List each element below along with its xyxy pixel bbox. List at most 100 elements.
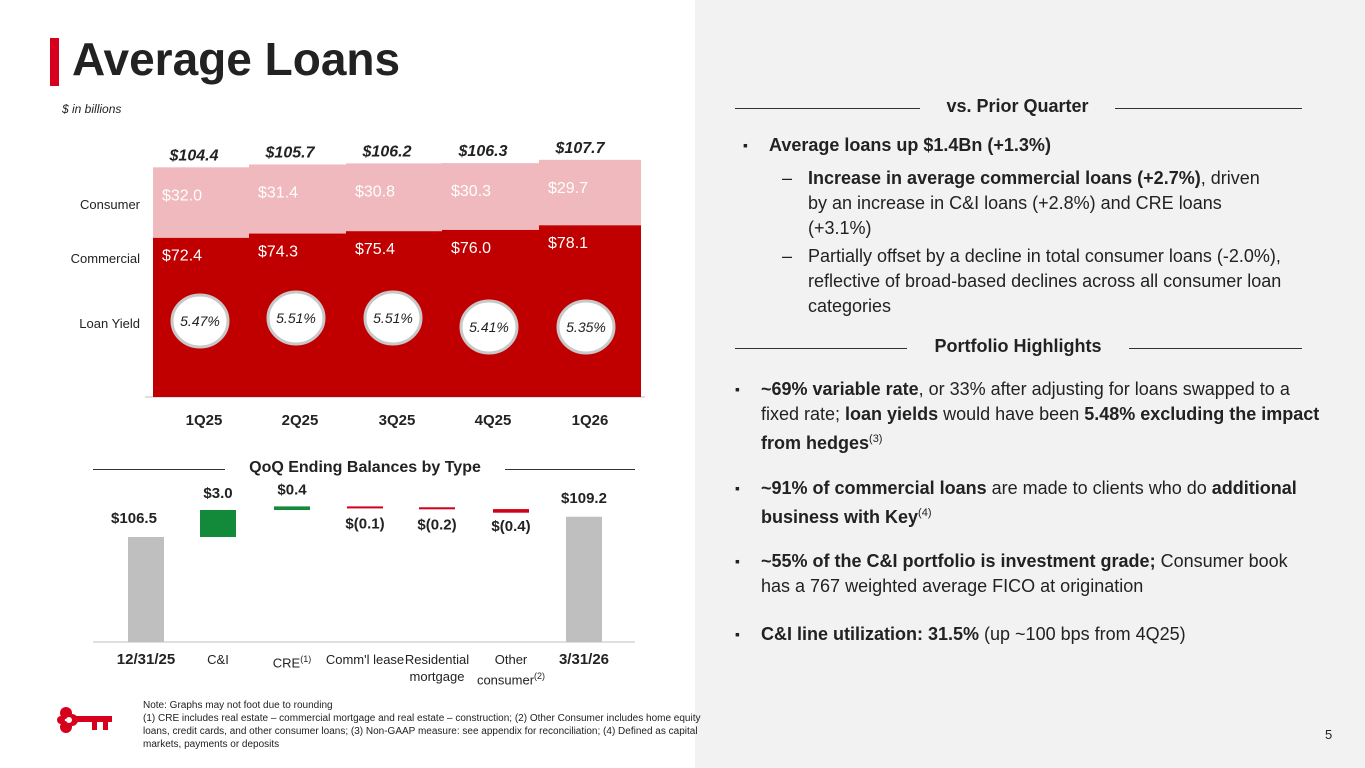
yield-marker-3Q25 xyxy=(363,290,423,346)
wf-bar-3 xyxy=(347,506,383,509)
key-logo-icon xyxy=(57,705,114,740)
label-consumer-4Q25: $30.3 xyxy=(451,183,491,200)
wf-bar-6 xyxy=(566,516,602,642)
ph-line-right xyxy=(1129,348,1302,349)
ph-bullet-2: ▪ ~91% of commercial loans are made to c… xyxy=(735,476,1301,530)
bar-consumer-2Q25 xyxy=(249,164,351,234)
label-commercial-1Q25: $72.4 xyxy=(162,248,202,265)
label-total-2Q25: $105.7 xyxy=(265,144,316,161)
ph4-a: C&I line utilization: 31.5% xyxy=(761,624,980,644)
ph1-f: (3) xyxy=(869,433,883,445)
wf-value-5: $(0.4) xyxy=(491,518,530,535)
pq-bullet-3-text: Partially offset by a decline in total c… xyxy=(808,246,1282,316)
bullet-square-icon: ▪ xyxy=(735,553,740,569)
x-tick-1Q25: 1Q25 xyxy=(186,412,223,429)
label-consumer-1Q25: $32.0 xyxy=(162,187,202,204)
ph2-b: are made to clients who do xyxy=(986,478,1212,498)
bullet-square-icon: ▪ xyxy=(735,381,740,397)
ph1-d: would have been xyxy=(938,404,1085,424)
pq-line-right xyxy=(1115,108,1302,109)
bar-consumer-4Q25 xyxy=(442,163,544,230)
ph3-a: ~55% of the C&I portfolio is investment … xyxy=(761,551,1156,571)
waterfall-title: QoQ Ending Balances by Type xyxy=(249,459,481,476)
bar-consumer-1Q26 xyxy=(539,159,641,226)
prior-quarter-heading: vs. Prior Quarter xyxy=(946,96,1089,116)
pq-bullet-2: – Increase in average commercial loans (… xyxy=(782,166,1283,241)
wf-value-4: $(0.2) xyxy=(417,516,456,533)
label-total-4Q25: $106.3 xyxy=(458,143,508,160)
label-commercial-4Q25: $76.0 xyxy=(451,240,491,257)
ph1-b: , or 33% after adjusting for loans swapp… xyxy=(761,379,1290,424)
yield-marker-2Q25 xyxy=(266,290,326,346)
label-consumer-2Q25: $31.4 xyxy=(258,184,298,201)
ph4-b: (up ~100 bps from 4Q25) xyxy=(979,624,1186,644)
yield-marker-1Q25 xyxy=(170,293,230,349)
bar-consumer-3Q25 xyxy=(346,163,448,232)
label-total-3Q25: $106.2 xyxy=(362,143,412,160)
bar-consumer-1Q25 xyxy=(153,167,255,238)
label-commercial-2Q25: $74.3 xyxy=(258,244,298,261)
yield-label-3Q25: 5.51% xyxy=(373,310,413,326)
yield-label-4Q25: 5.41% xyxy=(469,319,509,335)
yield-label-1Q25: 5.47% xyxy=(180,313,220,329)
pq-bullet-1: ▪ Average loans up $1.4Bn (+1.3%) xyxy=(743,133,1309,158)
label-consumer-1Q26: $29.7 xyxy=(548,180,588,197)
ph1-e: 5.48% excluding the impact from hedges xyxy=(761,404,1320,453)
page-title: Average Loans xyxy=(72,33,401,85)
highlights-heading: Portfolio Highlights xyxy=(934,336,1102,356)
title-accent-bar xyxy=(50,38,59,86)
wf-value-0: $106.5 xyxy=(111,510,157,527)
row-label-consumer: Consumer xyxy=(80,197,140,212)
pq-bullet-3: – Partially offset by a decline in total… xyxy=(782,244,1298,319)
ph-bullet-1: ▪ ~69% variable rate, or 33% after adjus… xyxy=(735,377,1321,456)
wf-heading-line-left xyxy=(93,469,225,470)
wf-category-0: 12/31/25 xyxy=(116,651,176,668)
wf-bar-1 xyxy=(200,510,236,537)
ph-bullet-3: ▪ ~55% of the C&I portfolio is investmen… xyxy=(735,549,1301,599)
bullet-square-icon: ▪ xyxy=(743,137,748,153)
units-note: $ in billions xyxy=(62,102,122,116)
wf-value-6: $109.2 xyxy=(561,490,607,507)
ph-line-left xyxy=(735,348,907,349)
wf-category-1: C&I xyxy=(207,652,229,667)
wf-value-1: $3.0 xyxy=(203,485,232,502)
bullet-dash-icon: – xyxy=(782,168,793,188)
yield-label-1Q26: 5.35% xyxy=(566,319,606,335)
ph2-d: (4) xyxy=(918,507,932,519)
wf-category-4: Residential mortgage xyxy=(404,652,470,684)
bullet-dash-icon: – xyxy=(782,246,793,266)
ph1-a: ~69% variable rate xyxy=(761,379,919,399)
wf-bar-0 xyxy=(128,537,164,642)
x-tick-1Q26: 1Q26 xyxy=(572,412,609,429)
footnote-definitions: (1) CRE includes real estate – commercia… xyxy=(143,713,701,750)
ph1-c: loan yields xyxy=(845,404,939,424)
label-commercial-1Q26: $78.1 xyxy=(548,235,588,252)
ph3-b: Consumer book has a 767 weighted average… xyxy=(761,551,1288,596)
pq-bullet-2-bold: Increase in average commercial loans (+2… xyxy=(808,168,1201,188)
right-panel xyxy=(695,0,1365,768)
wf-category-5: Other consumer(2) xyxy=(476,652,546,688)
label-total-1Q26: $107.7 xyxy=(555,140,606,157)
ph2-c: additional business with Key xyxy=(761,478,1297,527)
wf-bar-5 xyxy=(493,509,529,513)
row-label-commercial: Commercial xyxy=(70,251,140,266)
bullet-square-icon: ▪ xyxy=(735,480,740,496)
pq-bullet-2-rest: , driven by an increase in C&I loans (+2… xyxy=(808,168,1260,238)
wf-category-6: 3/31/26 xyxy=(558,651,610,668)
row-label-yield: Loan Yield xyxy=(79,316,140,331)
footnote-note: Note: Graphs may not foot due to roundin… xyxy=(143,700,333,711)
label-commercial-3Q25: $75.4 xyxy=(355,241,395,258)
page-number: 5 xyxy=(1325,727,1333,742)
yield-marker-4Q25 xyxy=(459,299,519,355)
x-tick-3Q25: 3Q25 xyxy=(379,412,416,429)
wf-value-2: $0.4 xyxy=(277,481,307,498)
wf-category-2: CRE(1) xyxy=(272,654,312,671)
wf-heading-line-right xyxy=(505,469,635,470)
wf-category-3: Comm'l lease xyxy=(325,652,405,667)
wf-value-3: $(0.1) xyxy=(345,515,384,532)
label-consumer-3Q25: $30.8 xyxy=(355,183,395,200)
pq-line-left xyxy=(735,108,920,109)
wf-bar-2 xyxy=(274,506,310,510)
x-tick-2Q25: 2Q25 xyxy=(282,412,319,429)
